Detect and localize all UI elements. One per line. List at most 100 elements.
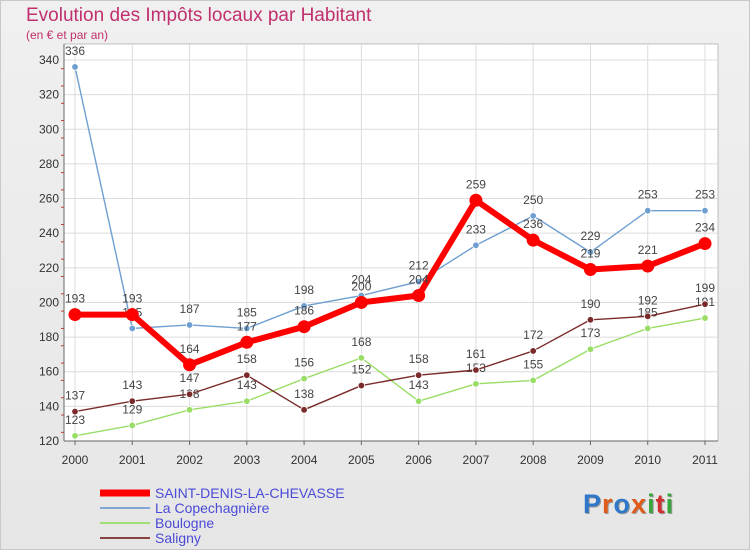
y-tick-label: 260 [39,192,59,206]
y-tick-label: 300 [39,122,59,136]
data-point [71,407,79,416]
data-label: 156 [294,356,314,370]
data-point [297,320,311,334]
data-point [641,259,655,273]
series-line [74,66,705,330]
data-point [701,314,709,322]
logo-letter: t [655,489,666,519]
data-point [586,345,595,353]
data-label: 233 [466,222,486,236]
data-point [128,324,136,333]
legend-label: SAINT-DENIS-LA-CHEVASSE [155,485,345,501]
data-point [644,324,652,333]
x-tick-label: 2004 [291,453,318,467]
data-point [472,241,480,250]
logo-letter: r [602,489,614,519]
plot-area [63,43,719,442]
x-tick-label: 2005 [348,453,375,467]
data-point [526,233,540,247]
x-tick-label: 2007 [463,453,490,467]
y-tick-label: 140 [39,399,59,413]
logo-letter: i [647,489,656,519]
data-point [414,371,423,379]
data-label: 137 [65,389,85,403]
data-point [128,421,136,430]
data-point [68,308,82,322]
data-point [128,397,136,405]
data-point [300,406,308,414]
data-label: 177 [237,319,257,333]
data-point [583,263,597,277]
data-point [529,376,537,385]
data-label: 336 [65,44,85,58]
data-label: 190 [580,297,600,311]
y-tick-label: 340 [39,53,59,67]
data-label: 164 [180,342,200,356]
data-label: 236 [523,217,543,231]
data-point [586,248,595,256]
data-point [701,300,709,308]
data-label: 234 [695,221,715,235]
data-label: 198 [294,283,314,297]
data-label: 193 [122,292,142,306]
data-point [185,321,194,329]
x-tick-label: 2002 [176,453,203,467]
data-label: 123 [65,413,85,427]
data-label: 221 [638,243,658,257]
data-label: 138 [294,387,314,401]
data-point [300,302,308,310]
data-point [357,381,366,390]
data-label: 161 [466,347,486,361]
proxiti-logo: Proxiti [583,489,674,520]
legend-label: Saligny [155,530,201,546]
data-label: 172 [523,328,543,342]
data-label: 155 [523,357,543,371]
y-tick-label: 180 [39,330,59,344]
data-label: 152 [351,363,371,377]
y-tick-label: 120 [39,434,59,448]
data-label: 253 [695,188,715,202]
data-label: 204 [409,273,429,287]
series-line [74,303,706,413]
data-point [185,406,194,414]
x-tick-label: 2001 [119,453,146,467]
data-point [240,335,254,349]
data-point [414,397,423,405]
data-label: 158 [237,352,257,366]
y-tick-label: 280 [39,157,59,171]
x-tick-label: 2010 [634,453,661,467]
x-tick-label: 2011 [692,453,718,467]
data-point [243,397,251,405]
y-tick-label: 220 [39,261,59,275]
logo-letter: o [613,489,632,519]
data-label: 173 [580,326,600,340]
data-label: 187 [180,302,200,316]
data-point [243,371,251,379]
data-label: 143 [237,378,257,392]
data-point [472,380,480,388]
logo-letter: i [665,489,675,519]
data-label: 168 [351,335,371,349]
data-label: 200 [351,279,371,293]
legend-label: Boulogne [155,515,214,531]
data-point [414,277,423,286]
legend-label: La Copechagnière [155,500,270,516]
chart-subtitle: (en € et par an) [26,28,109,42]
data-point [469,193,483,207]
data-point [185,390,194,398]
data-label: 147 [180,371,200,385]
data-label: 143 [409,378,429,392]
data-point [529,347,537,355]
x-tick-label: 2008 [520,453,547,467]
data-point [243,324,251,333]
series-line [74,317,706,437]
data-label: 199 [695,281,715,295]
chart-title: Evolution des Impôts locaux par Habitant [26,5,372,26]
logo-letter: P [583,489,603,519]
data-point [125,308,139,322]
data-point [357,354,366,362]
data-label: 229 [580,229,600,243]
y-tick-label: 320 [39,88,59,102]
